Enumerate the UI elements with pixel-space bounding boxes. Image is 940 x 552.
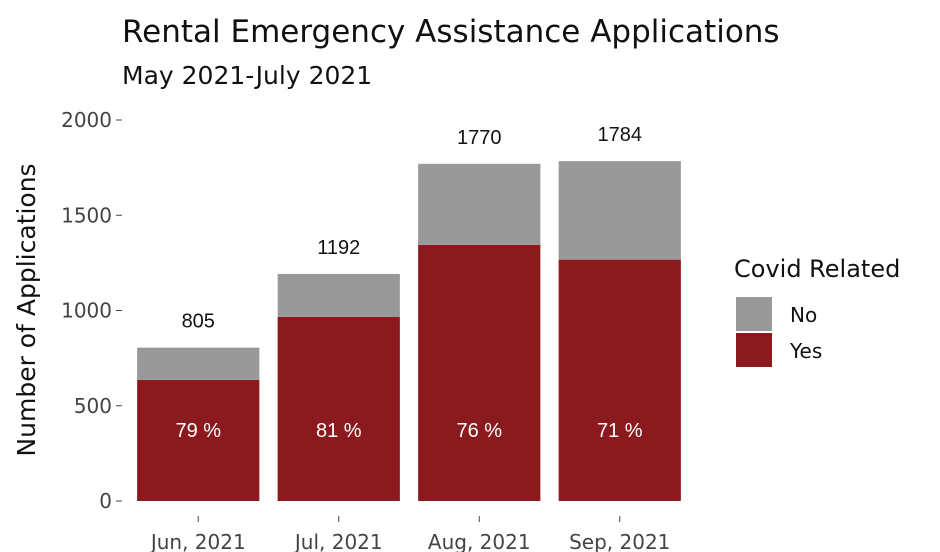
legend-swatch-no <box>736 297 772 331</box>
chart-title: Rental Emergency Assistance Applications <box>122 14 780 50</box>
y-axis: 0 500 1000 1500 2000 <box>61 108 122 513</box>
y-tick-label: 0 <box>99 489 112 513</box>
percent-label: 79 % <box>175 420 221 442</box>
y-tick-label: 500 <box>74 394 112 418</box>
bars <box>137 161 681 501</box>
total-label: 1784 <box>598 124 643 146</box>
bar-labels: 805 79 % 1192 81 % 1770 76 % 1784 71 % <box>175 124 642 442</box>
x-axis: Jun, 2021 Jul, 2021 Aug, 2021 Sep, 2021 <box>149 516 670 552</box>
bar-yes-0 <box>137 379 260 501</box>
legend-title: Covid Related <box>734 255 900 283</box>
y-axis-title: Number of Applications <box>12 163 41 456</box>
total-label: 805 <box>182 311 215 333</box>
y-tick-label: 1000 <box>61 299 112 323</box>
x-tick-label: Jul, 2021 <box>293 530 383 552</box>
legend-label-yes: Yes <box>789 339 822 363</box>
y-tick-label: 1500 <box>61 203 112 227</box>
bar-no-1 <box>277 273 400 317</box>
percent-label: 81 % <box>316 420 362 442</box>
bar-yes-2 <box>418 244 541 501</box>
legend-swatch-yes <box>736 333 772 367</box>
bar-yes-3 <box>558 259 681 501</box>
x-tick-label: Aug, 2021 <box>428 530 531 552</box>
legend: Covid Related No Yes <box>734 255 900 367</box>
percent-label: 71 % <box>597 420 643 442</box>
percent-label: 76 % <box>456 420 502 442</box>
x-tick-label: Sep, 2021 <box>569 530 670 552</box>
legend-label-no: No <box>790 303 817 327</box>
total-label: 1770 <box>457 127 502 149</box>
bar-no-3 <box>558 161 681 260</box>
y-tick-label: 2000 <box>61 108 112 132</box>
bar-no-2 <box>418 163 541 245</box>
bar-yes-1 <box>277 316 400 501</box>
total-label: 1192 <box>317 237 360 259</box>
x-tick-label: Jun, 2021 <box>149 530 246 552</box>
bar-no-0 <box>137 347 260 380</box>
chart-subtitle: May 2021-July 2021 <box>122 61 372 90</box>
